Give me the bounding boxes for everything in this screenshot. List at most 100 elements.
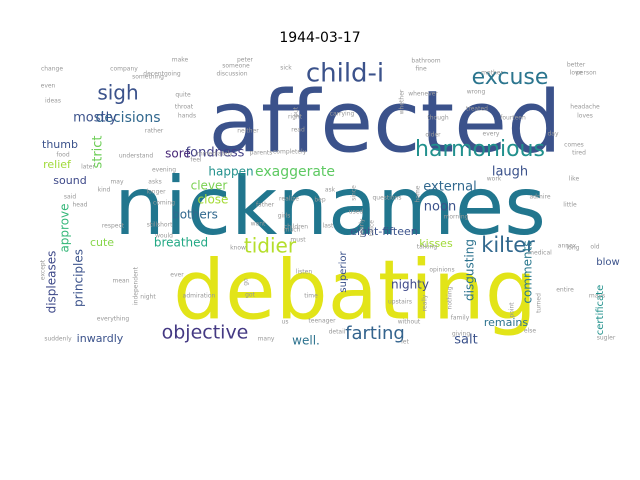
cloud-word: questions [372, 195, 401, 202]
cloud-word: comes [564, 142, 584, 149]
cloud-word: make [172, 57, 189, 64]
cloud-word: sore [165, 147, 191, 161]
cloud-word: longer [146, 189, 166, 196]
cloud-word: disgusting [463, 239, 477, 301]
cloud-word: may [110, 179, 124, 186]
cloud-word: realize [279, 196, 299, 203]
cloud-word: blow [596, 257, 619, 268]
cloud-word: discussion [216, 71, 247, 78]
cloud-word: someone [222, 63, 250, 70]
cloud-word: harmonious [415, 137, 545, 162]
cloud-word: strict [91, 135, 106, 168]
cloud-word: opinions [429, 267, 454, 274]
cloud-word: many [258, 336, 275, 343]
cloud-word: talking [417, 244, 438, 251]
cloud-word: sound [53, 174, 86, 187]
cloud-word: salt [454, 333, 477, 348]
cloud-word: headache [570, 104, 600, 111]
cloud-word: carrying [330, 111, 355, 118]
cloud-word: family [451, 315, 470, 322]
cloud-word: later [81, 164, 95, 171]
cloud-word: still [147, 222, 158, 229]
cloud-word: wrong [467, 89, 486, 96]
cloud-word: objective [162, 322, 249, 344]
cloud-word: exaggerate [255, 164, 335, 180]
cloud-word: clever [191, 179, 228, 193]
cloud-word: without [398, 319, 421, 326]
cloud-word: bep [314, 197, 326, 204]
cloud-word: whether [399, 89, 406, 114]
cloud-word: company [110, 66, 138, 73]
cloud-word: person [576, 70, 597, 77]
cloud-word: let [401, 339, 409, 346]
cloud-word: tired [572, 150, 586, 157]
cloud-word: fine [415, 66, 427, 73]
cloud-word: ideas [45, 98, 61, 105]
cloud-word: kilter [481, 233, 535, 257]
cloud-word: admire [529, 194, 550, 201]
cloud-word: something [132, 74, 164, 81]
cloud-word: certificate [595, 285, 606, 335]
cloud-word: suddenly [44, 336, 72, 343]
cloud-word: understand [119, 153, 154, 160]
cloud-word: comments [521, 240, 535, 303]
cloud-word: sigh [97, 81, 138, 105]
cloud-word: little [563, 202, 577, 209]
cloud-word: time [304, 293, 318, 300]
cloud-word: close [198, 193, 229, 207]
cloud-word: right [288, 114, 303, 121]
cloud-word: fondness [186, 146, 245, 161]
cloud-word: us [282, 319, 289, 326]
cloud-word: really [422, 294, 429, 311]
cloud-word: well. [292, 334, 320, 348]
cloud-word: said [64, 194, 76, 201]
cloud-word: farting [345, 323, 405, 344]
cloud-word: laugh [492, 165, 528, 180]
cloud-word: peter [237, 57, 254, 64]
cloud-word: decentgoing [143, 71, 181, 78]
cloud-word: love [570, 70, 583, 77]
cloud-word: want [251, 221, 266, 228]
cloud-word: quite [175, 92, 191, 99]
cloud-word: loves [577, 113, 593, 120]
cloud-word: children [284, 224, 308, 231]
cloud-word: father [256, 202, 275, 209]
cloud-word: debating [173, 243, 537, 338]
cloud-word: medical [528, 250, 552, 257]
cloud-word: even [41, 83, 56, 90]
cloud-word: nothing [447, 286, 454, 309]
cloud-word: work [487, 176, 502, 183]
cloud-word: got [245, 292, 255, 299]
cloud-word: food [56, 152, 69, 159]
cloud-word: relief [43, 158, 72, 171]
cloud-word: head [73, 202, 88, 209]
cloud-word: cute [90, 236, 114, 249]
cloud-word: sugler [597, 335, 616, 342]
cloud-word: coming [153, 200, 175, 207]
cloud-word: nicknames [114, 160, 546, 253]
cloud-word: evening [152, 167, 176, 174]
cloud-word: short [157, 222, 173, 229]
cloud-word: decisions [95, 110, 160, 126]
cloud-word: inwardly [77, 332, 124, 345]
cloud-word: completely [273, 149, 307, 156]
cloud-word: since [351, 185, 358, 201]
cloud-word: know [230, 245, 246, 252]
cloud-word: happen [208, 165, 253, 179]
chart-title: 1944-03-17 [279, 30, 361, 46]
cloud-word: detail [329, 329, 346, 336]
cloud-word: else [524, 328, 536, 335]
cloud-word: noon [424, 200, 456, 215]
cloud-word: mostly [73, 111, 117, 126]
cloud-word: last [323, 223, 334, 230]
cloud-word: everything [97, 316, 130, 323]
cloud-word: approve [58, 203, 72, 252]
cloud-word: rather [145, 128, 164, 135]
cloud-word: breathed [154, 236, 208, 250]
cloud-word: treated [466, 106, 488, 113]
cloud-word: would [155, 233, 173, 240]
cloud-word: ever [170, 272, 184, 279]
cloud-word: long [567, 245, 580, 252]
cloud-word: ask [325, 187, 336, 194]
